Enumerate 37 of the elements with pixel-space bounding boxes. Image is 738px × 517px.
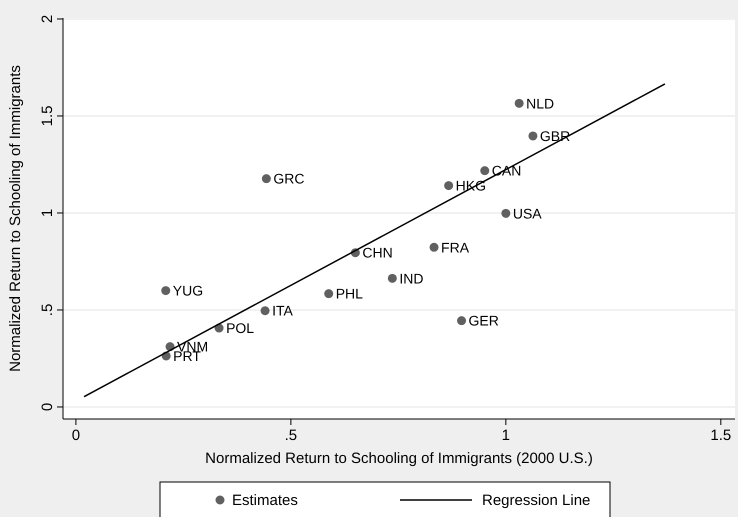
annotation: POL <box>226 320 254 336</box>
x-tick-label: 0 <box>72 427 80 444</box>
point <box>528 131 538 140</box>
point <box>262 174 271 184</box>
y-tick-label: .5 <box>39 304 56 316</box>
y-tick-label: 2 <box>39 14 56 24</box>
annotation: GRC <box>273 170 304 187</box>
y-tick-label: 1.5 <box>39 106 56 126</box>
annotation: USA <box>512 205 542 222</box>
y-axis-title: Normalized Return to Schooling of Immigrants <box>7 65 24 372</box>
point <box>457 316 466 326</box>
x-tick-label: 1 <box>502 427 510 444</box>
annotation: GER <box>468 312 499 329</box>
x-tick-label: 1.5 <box>710 427 732 444</box>
x-tick-label: .5 <box>284 427 298 444</box>
annotation: ITA <box>272 302 294 319</box>
annotation: PHL <box>336 286 364 302</box>
x-axis-title: Normalized Return to Schooling of Immigrants (2000 U.S.) <box>205 450 593 467</box>
annotation: FRA <box>441 239 470 256</box>
annotation: GBR <box>540 128 570 144</box>
y-tick-label: 1 <box>39 208 56 218</box>
annotation: NLD <box>526 95 554 112</box>
annotation: CHN <box>362 244 393 261</box>
point <box>444 181 454 190</box>
point <box>161 286 170 296</box>
point <box>514 98 524 108</box>
annotation: YUG <box>172 282 204 299</box>
point <box>260 306 270 316</box>
point <box>388 274 397 283</box>
legend-label: Regression Line <box>482 492 590 509</box>
point <box>324 289 334 298</box>
point <box>430 242 439 252</box>
legend-label: Estimates <box>232 492 298 509</box>
y-tick-label: 0 <box>39 402 56 412</box>
point <box>480 166 490 176</box>
point <box>501 208 510 218</box>
annotation: IND <box>399 270 424 286</box>
